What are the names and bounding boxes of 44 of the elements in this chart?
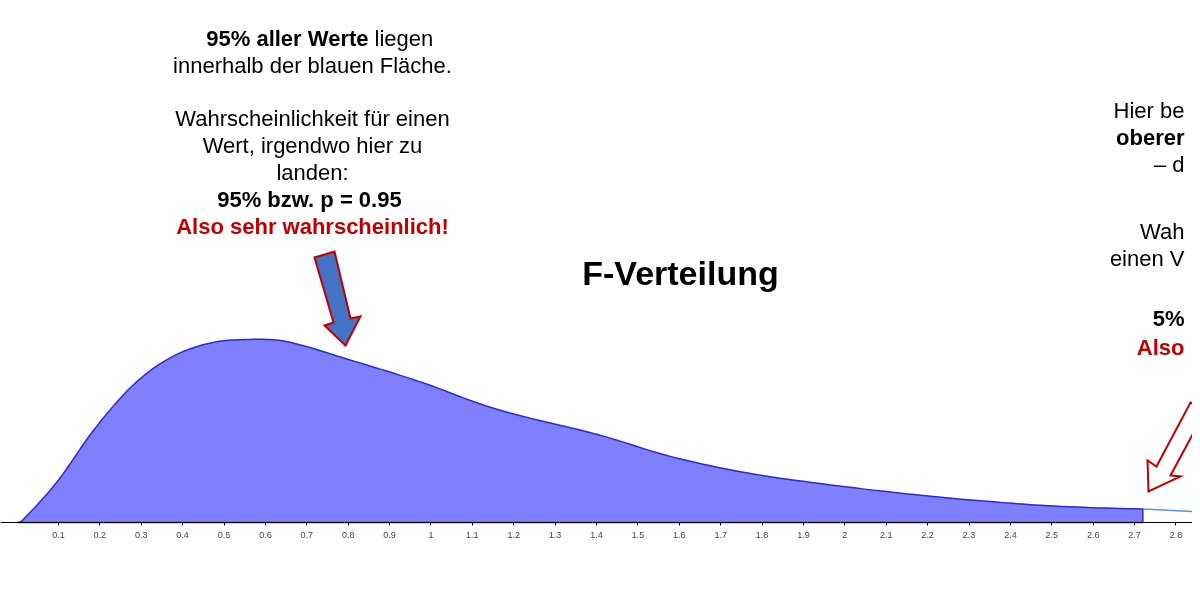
- text: Wahrscheinlichkeit für einen: [175, 106, 450, 131]
- text: 5%: [1152, 306, 1185, 331]
- text: einen V: [1109, 246, 1185, 271]
- x-tick-label: 0.6: [259, 529, 272, 540]
- text: Wert, irgendwo hier zu: [202, 133, 423, 158]
- x-tick-label: 1.3: [548, 529, 562, 540]
- text: innerhalb der blauen Fläche.: [173, 53, 452, 78]
- x-tick-label: 1.4: [590, 529, 603, 540]
- chart-title: F-Verteilung: [582, 253, 779, 292]
- x-tick-label: 0.8: [341, 529, 355, 540]
- x-tick-label: 1.2: [507, 529, 520, 540]
- x-tick-label: 0.1: [52, 529, 65, 540]
- x-tick-label: 2.1: [879, 529, 893, 540]
- x-tick-label: 2.5: [1045, 529, 1059, 540]
- text: landen:: [276, 160, 349, 185]
- x-tick-label: 0.9: [383, 529, 396, 540]
- text: Also sehr wahrscheinlich!: [176, 214, 449, 239]
- annotation: Also: [1136, 335, 1185, 360]
- x-tick-label: 2.2: [921, 529, 934, 540]
- x-tick-label: 0.5: [217, 529, 231, 540]
- x-tick-label: 2: [842, 529, 848, 540]
- text: Wah: [1140, 219, 1185, 244]
- x-tick-label: 1.6: [673, 529, 686, 540]
- x-tick-label: 1.9: [797, 529, 810, 540]
- x-tick-label: 1.7: [714, 529, 727, 540]
- x-tick-label: 0.2: [93, 529, 107, 540]
- text: oberer: [1116, 125, 1185, 150]
- x-tick-label: 2.6: [1086, 529, 1100, 540]
- x-tick-label: 2.3: [962, 529, 976, 540]
- text: 95% aller Werte: [206, 26, 369, 51]
- x-tick-label: 1.5: [631, 529, 645, 540]
- x-tick-label: 1.1: [466, 529, 479, 540]
- text: – d: [1153, 152, 1185, 177]
- x-tick-label: 2.4: [1004, 529, 1017, 540]
- x-tick-label: 1: [428, 529, 434, 540]
- x-tick-label: 2.8: [1169, 529, 1183, 540]
- x-tick-label: 0.4: [176, 529, 189, 540]
- x-tick-label: 0.3: [134, 529, 148, 540]
- x-tick-label: 0.7: [300, 529, 314, 540]
- x-tick-label: 2.7: [1128, 529, 1141, 540]
- text: liegen: [374, 26, 434, 51]
- text: 95% bzw. p = 0.95: [217, 187, 402, 212]
- x-tick-label: 1.8: [755, 529, 769, 540]
- text: Hier be: [1113, 98, 1185, 123]
